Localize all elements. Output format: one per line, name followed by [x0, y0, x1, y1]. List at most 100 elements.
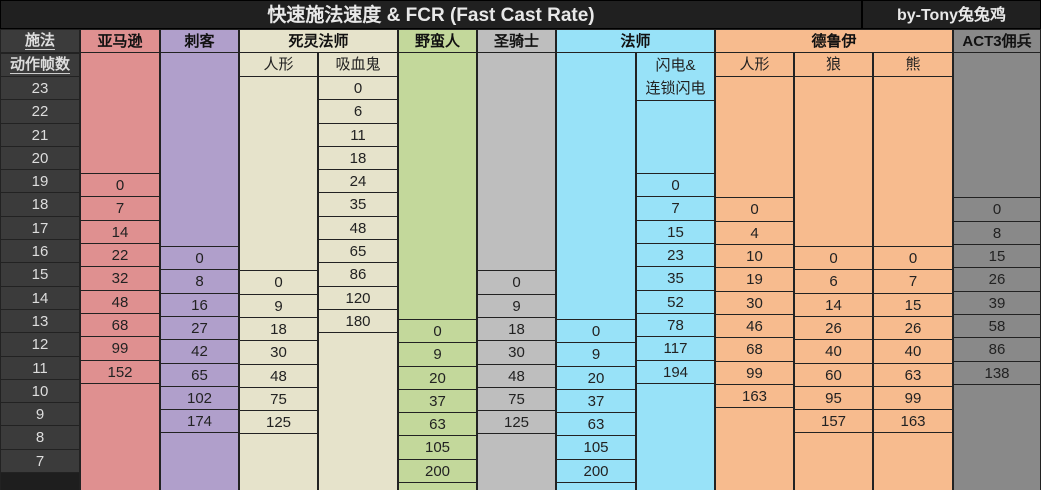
value-cell: 14: [795, 292, 872, 317]
empty-cell: [795, 126, 872, 150]
empty-cell: [161, 174, 238, 198]
value-cell: 68: [81, 312, 159, 338]
empty-cell: [478, 101, 555, 125]
value-cell: 4: [716, 220, 793, 246]
value-cell: 102: [161, 385, 238, 411]
value-cell: 48: [240, 363, 317, 388]
column-sorceress: 闪电& 连锁闪电 0 7 15 23 35 52 78 117 194: [636, 53, 715, 490]
empty-cell: [874, 77, 952, 101]
empty-cell: [399, 77, 476, 101]
subheader-line2: 连锁闪电: [645, 80, 706, 97]
class-header-barbarian: 野蛮人: [398, 29, 477, 53]
empty-cell: [954, 385, 1040, 409]
empty-cell: [954, 150, 1040, 174]
empty-cell: [399, 247, 476, 271]
empty-cell: [795, 150, 872, 174]
frame-cell: 9: [1, 402, 79, 427]
subheader: [557, 53, 635, 77]
value-cell: 200: [399, 458, 476, 484]
subheader-lightning: 闪电& 连锁闪电: [637, 53, 714, 102]
value-cell: 99: [81, 336, 159, 361]
value-cell: 120: [319, 285, 397, 310]
value-cell: 9: [399, 342, 476, 367]
row-header-line1: 施法: [24, 32, 55, 50]
empty-cell: [399, 126, 476, 150]
value-cell: 0: [874, 246, 952, 271]
class-header-amazon: 亚马逊: [80, 29, 160, 53]
empty-cell: [637, 384, 714, 408]
value-cell: 7: [637, 196, 714, 221]
empty-cell: [637, 126, 714, 150]
empty-cell: [874, 223, 952, 247]
value-cell: 86: [319, 262, 397, 287]
empty-cell: [240, 198, 317, 222]
empty-cell: [81, 457, 159, 481]
empty-cell: [954, 101, 1040, 125]
empty-cell: [954, 174, 1040, 198]
empty-cell: [161, 150, 238, 174]
column-druid: 狼 0 6 14 26 40 60 95 157: [794, 53, 873, 490]
row-header-frames: 动作帧数: [0, 53, 80, 77]
frame-cell: 20: [1, 145, 79, 171]
empty-cell: [637, 101, 714, 125]
empty-cell: [557, 296, 635, 320]
empty-cell: [319, 358, 397, 382]
empty-cell: [716, 457, 793, 481]
value-cell: 26: [954, 267, 1040, 292]
empty-cell: [81, 384, 159, 408]
value-cell: 68: [716, 337, 793, 362]
value-cell: 75: [478, 386, 555, 412]
value-cell: 37: [399, 388, 476, 414]
empty-cell: [557, 150, 635, 174]
frame-cell: 13: [1, 308, 79, 334]
subheader: 狼: [795, 53, 872, 77]
value-cell: 0: [319, 76, 397, 101]
value-cell: 117: [637, 336, 714, 361]
empty-cell: [557, 126, 635, 150]
column-sorceress: 0 9 20 37 63 105 200: [556, 53, 636, 490]
empty-cell: [161, 433, 238, 457]
empty-cell: [81, 432, 159, 456]
value-cell: 7: [874, 269, 952, 294]
value-cell: 65: [319, 239, 397, 264]
empty-cell: [399, 198, 476, 222]
value-cell: 48: [478, 363, 555, 388]
empty-cell: [319, 430, 397, 454]
value-cell: 6: [795, 269, 872, 294]
value-cell: 23: [637, 243, 714, 268]
empty-cell: [557, 247, 635, 271]
empty-cell: [954, 126, 1040, 150]
empty-cell: [716, 432, 793, 456]
value-cell: 163: [874, 409, 952, 434]
empty-cell: [716, 174, 793, 198]
class-header-act3-mercenary: ACT3佣兵: [953, 29, 1041, 53]
frame-cell: 15: [1, 262, 79, 287]
empty-cell: [716, 126, 793, 150]
value-cell: 37: [557, 388, 635, 414]
value-cell: 18: [478, 316, 555, 342]
empty-cell: [874, 174, 952, 198]
value-cell: 180: [319, 308, 397, 334]
empty-cell: [557, 174, 635, 198]
value-cell: 63: [557, 412, 635, 437]
empty-cell: [81, 150, 159, 174]
empty-cell: [874, 433, 952, 457]
value-cell: 48: [81, 289, 159, 314]
empty-cell: [874, 101, 952, 125]
subheader: 人形: [716, 53, 793, 77]
value-cell: 9: [557, 342, 635, 367]
value-cell: 15: [874, 292, 952, 317]
empty-cell: [319, 406, 397, 430]
subheader: 熊: [874, 53, 952, 77]
value-cell: 0: [795, 246, 872, 271]
value-cell: 15: [637, 219, 714, 245]
value-cell: 35: [319, 192, 397, 217]
value-cell: 6: [319, 99, 397, 124]
empty-cell: [240, 247, 317, 271]
value-cell: 8: [161, 269, 238, 294]
empty-cell: [637, 150, 714, 174]
value-cell: 24: [319, 169, 397, 194]
empty-cell: [795, 174, 872, 198]
empty-cell: [716, 101, 793, 125]
empty-cell: [716, 408, 793, 432]
